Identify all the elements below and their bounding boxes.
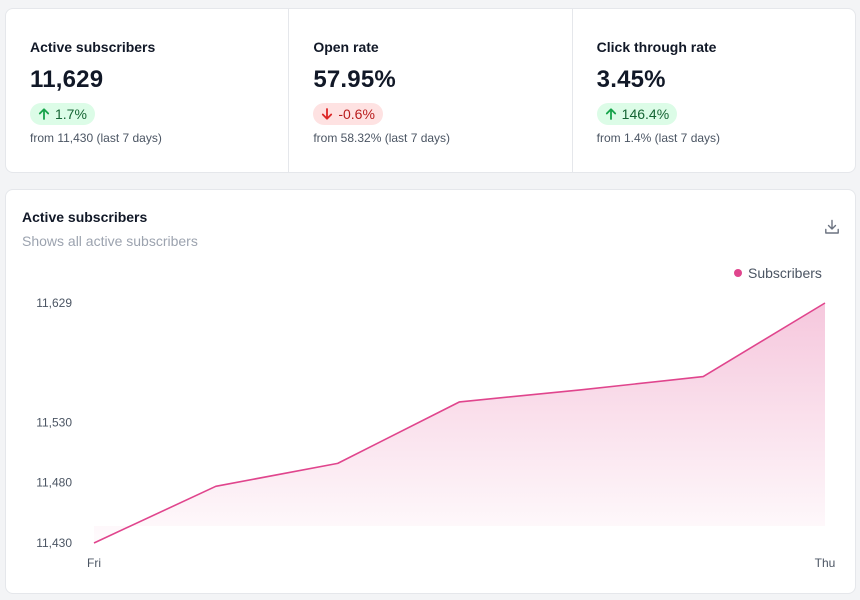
stat-click-through-rate: Click through rate 3.45% 146.4% from 1.4… bbox=[571, 9, 855, 172]
y-tick-label: 11,480 bbox=[36, 476, 72, 490]
data-point[interactable] bbox=[578, 387, 584, 393]
data-point[interactable] bbox=[335, 460, 341, 466]
stat-value: 3.45% bbox=[596, 66, 666, 93]
plot-area bbox=[91, 300, 828, 546]
data-point[interactable] bbox=[91, 540, 97, 546]
stat-label: Click through rate bbox=[596, 39, 717, 55]
x-tick-label: Thu bbox=[815, 556, 836, 570]
chart-title: Active subscribers bbox=[22, 209, 148, 225]
change-badge: -0.6% bbox=[313, 103, 383, 125]
change-value: 1.7% bbox=[55, 106, 87, 122]
arrow-down-icon bbox=[322, 108, 333, 120]
chart-subtitle: Shows all active subscribers bbox=[22, 233, 198, 249]
download-button[interactable] bbox=[821, 216, 843, 238]
data-point[interactable] bbox=[213, 483, 219, 489]
download-icon bbox=[825, 219, 839, 234]
arrow-up-icon bbox=[38, 108, 50, 120]
y-tick-label: 11,629 bbox=[36, 296, 72, 310]
change-value: 146.4% bbox=[621, 106, 670, 122]
stat-comparison: from 58.32% (last 7 days) bbox=[313, 131, 451, 145]
series-area bbox=[94, 303, 825, 543]
x-axis: Fri Thu bbox=[87, 556, 835, 570]
stat-value: 57.95% bbox=[313, 66, 396, 93]
change-badge: 146.4% bbox=[596, 103, 678, 125]
data-point[interactable] bbox=[457, 399, 463, 405]
data-point[interactable] bbox=[700, 374, 706, 380]
y-axis: 11,430 11,480 11,530 11,629 bbox=[36, 296, 72, 550]
y-tick-label: 11,530 bbox=[36, 415, 72, 429]
y-tick-label: 11,430 bbox=[36, 536, 72, 550]
legend-dot bbox=[734, 269, 742, 277]
x-tick-label: Fri bbox=[87, 556, 101, 570]
stat-comparison: from 1.4% (last 7 days) bbox=[596, 131, 721, 145]
stat-open-rate: Open rate 57.95% -0.6% from 58.32% (last… bbox=[288, 9, 571, 172]
legend-label: Subscribers bbox=[748, 265, 822, 281]
stat-label: Active subscribers bbox=[30, 39, 156, 55]
stats-panel: Active subscribers 11,629 1.7% from 11,4… bbox=[5, 8, 856, 173]
series-line bbox=[93, 302, 826, 544]
chart-legend[interactable]: Subscribers bbox=[734, 265, 822, 281]
arrow-up-icon bbox=[605, 108, 616, 120]
data-point[interactable] bbox=[822, 300, 828, 306]
stat-label: Open rate bbox=[313, 39, 379, 55]
stat-value: 11,629 bbox=[30, 66, 104, 93]
chart-card: Active subscribers Shows all active subs… bbox=[5, 189, 856, 594]
change-value: -0.6% bbox=[338, 106, 375, 122]
stat-active-subscribers: Active subscribers 11,629 1.7% from 11,4… bbox=[6, 9, 288, 172]
stat-comparison: from 11,430 (last 7 days) bbox=[30, 131, 162, 145]
change-badge: 1.7% bbox=[30, 103, 95, 125]
area-chart: 11,430 11,480 11,530 11,629 Fri Thu bbox=[36, 296, 835, 570]
